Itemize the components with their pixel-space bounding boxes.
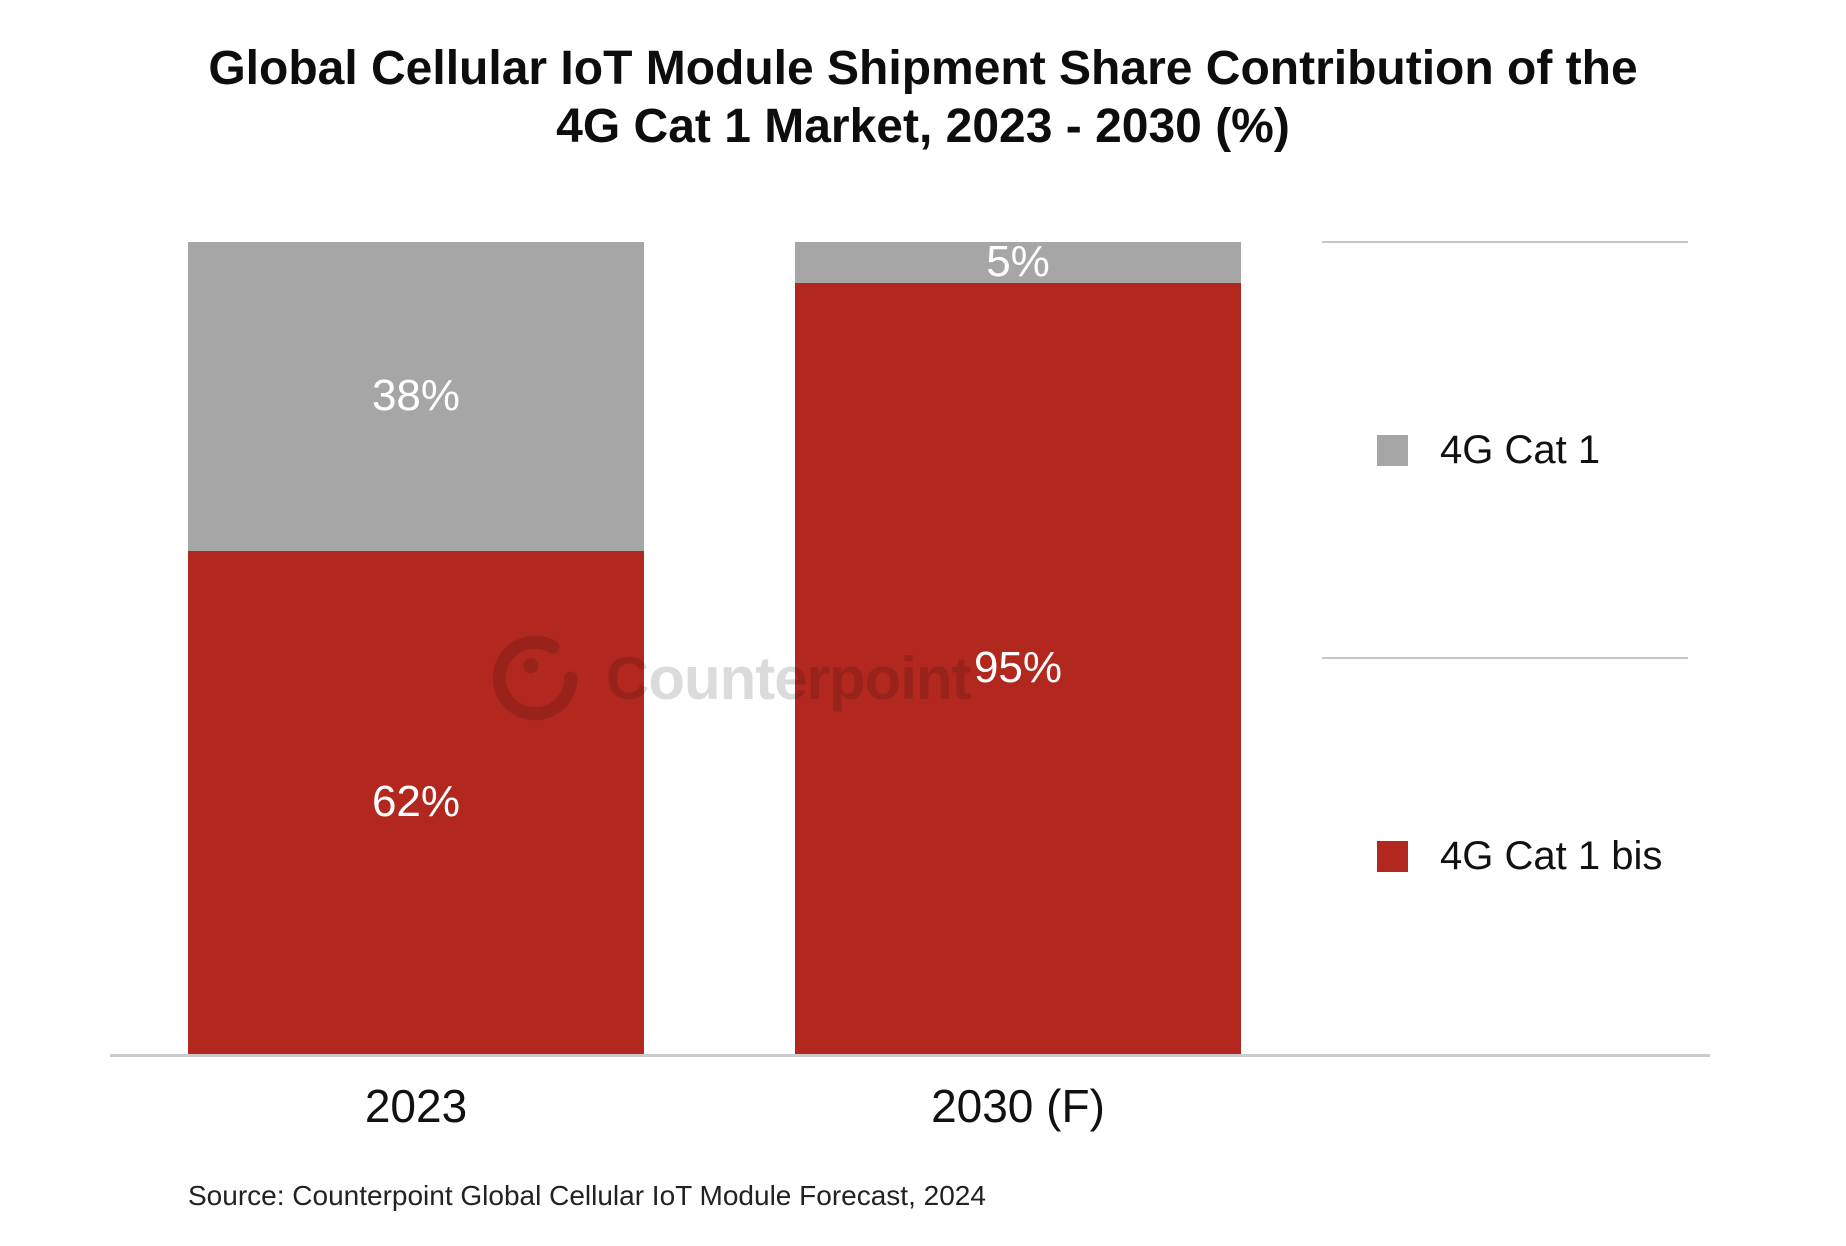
legend-panel: 4G Cat 1 4G Cat 1 bis <box>1322 241 1688 1054</box>
legend-swatch-4g-cat-1-bis <box>1377 841 1408 872</box>
bar-segment-4g-cat-1-bis-2023: 62% <box>188 550 644 1054</box>
bar-2023: 38% 62% <box>188 242 644 1054</box>
bar-segment-4g-cat-1-bis-2030: 95% <box>795 282 1241 1054</box>
source-note: Source: Counterpoint Global Cellular IoT… <box>188 1180 986 1211</box>
legend-label-4g-cat-1-bis: 4G Cat 1 bis <box>1440 834 1663 878</box>
chart-title-line-2: 4G Cat 1 Market, 2023 - 2030 (%) <box>556 99 1290 153</box>
bar-2030: 5% 95% <box>795 237 1241 1054</box>
legend-item-4g-cat-1-bis: 4G Cat 1 bis <box>1322 657 1688 1054</box>
legend-item-4g-cat-1: 4G Cat 1 <box>1322 241 1688 657</box>
x-axis-label-2023: 2023 <box>364 1080 468 1132</box>
value-label-4g-cat-1-bis-2023: 62% <box>371 777 461 827</box>
chart-title: Global Cellular IoT Module Shipment Shar… <box>0 40 1846 155</box>
chart-title-line-1: Global Cellular IoT Module Shipment Shar… <box>208 42 1638 95</box>
value-label-4g-cat-1-2030: 5% <box>986 237 1050 287</box>
legend-swatch-4g-cat-1 <box>1377 434 1408 466</box>
legend-label-4g-cat-1: 4G Cat 1 <box>1440 427 1601 472</box>
bar-segment-4g-cat-1-2023: 38% <box>188 242 644 551</box>
x-axis-label-2030: 2030 (F) <box>931 1080 1105 1132</box>
value-label-4g-cat-1-bis-2030: 95% <box>973 643 1063 693</box>
x-axis-baseline <box>110 1054 1710 1057</box>
bar-segment-4g-cat-1-2030: 5% <box>795 237 1241 287</box>
value-label-4g-cat-1-2023: 38% <box>371 371 461 421</box>
